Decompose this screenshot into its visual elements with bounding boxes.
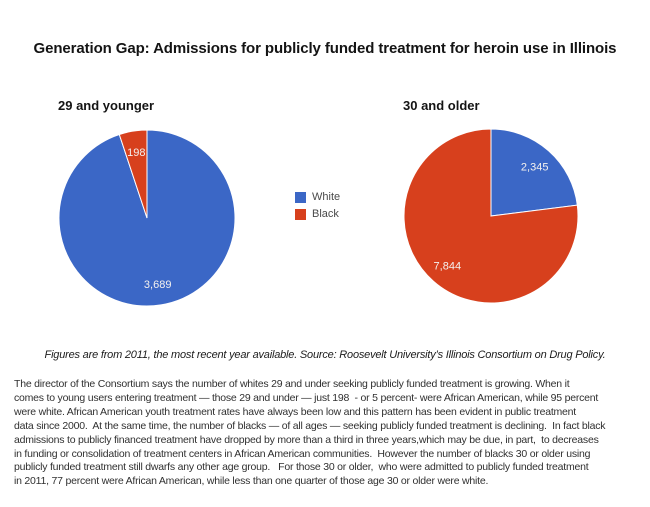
pie-value-label: 3,689 [144,279,172,291]
pie-slice-black [403,128,579,304]
legend-swatch-black [295,208,306,220]
pie-chart-30-and-older: 2,345 7,844 [403,128,579,304]
pie-value-label: 198 [127,147,145,159]
pie-younger-subtitle: 29 and younger [58,98,155,113]
legend-item-white: White [295,191,340,203]
pie-value-label: 7,844 [434,261,462,273]
legend-swatch-white [295,191,306,203]
body-line: The director of the Consortium says the … [14,378,570,390]
chart-title: Generation Gap: Admissions for publicly … [33,40,617,57]
pie-value-label: 2,345 [521,161,549,173]
body-line: in funding or consolidation of treatment… [14,447,591,460]
legend-label-black: Black [312,208,339,220]
pie-older-subtitle: 30 and older [403,98,480,113]
body-line: admissions to publicly financed treatmen… [14,433,599,446]
body-line: comes to young users entering treatment … [14,391,599,404]
body-line: data since 2000. At the same time, the n… [14,419,606,432]
body-line: in 2011, 77 percent were African America… [14,475,489,488]
pie-slice-black [118,129,148,219]
body-line: publicly funded treatment still dwarfs a… [14,461,589,474]
source-caption: Figures are from 2011, the most recent y… [44,349,606,361]
body-line: were white. African American youth treat… [14,405,576,418]
pie-slice-white [490,128,578,217]
body-paragraph: The director of the Consortium says the … [14,378,606,489]
legend: White Black [295,191,340,225]
pie-chart-29-and-younger: 3,689 198 [58,129,236,307]
legend-label-white: White [312,191,341,203]
legend-item-black: Black [295,208,340,220]
